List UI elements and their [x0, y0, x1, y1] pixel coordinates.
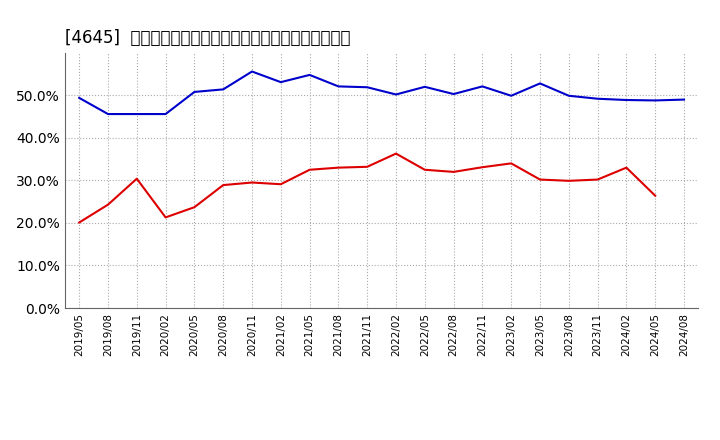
現頲金: [161, 215, 170, 220]
Line: 有利子負債: 有利子負債: [79, 72, 684, 114]
有利子負債: [593, 96, 602, 101]
現頲金: [219, 183, 228, 188]
有利子負債: [478, 84, 487, 89]
有利子負債: [680, 97, 688, 102]
現頲金: [564, 178, 573, 183]
有利子負債: [190, 89, 199, 95]
Line: 現頲金: 現頲金: [79, 154, 655, 223]
有利子負債: [219, 87, 228, 92]
有利子負債: [392, 92, 400, 97]
現頲金: [478, 165, 487, 170]
有利子負債: [75, 95, 84, 100]
現頲金: [190, 205, 199, 210]
現頲金: [392, 151, 400, 156]
有利子負債: [334, 84, 343, 89]
現頲金: [334, 165, 343, 170]
現頲金: [132, 176, 141, 181]
現頲金: [420, 167, 429, 172]
有利子負債: [248, 69, 256, 74]
現頲金: [593, 177, 602, 182]
現頲金: [651, 193, 660, 198]
現頲金: [363, 164, 372, 169]
現頲金: [248, 180, 256, 185]
現頲金: [507, 161, 516, 166]
有利子負債: [507, 93, 516, 99]
現頲金: [622, 165, 631, 170]
有利子負債: [276, 80, 285, 85]
有利子負債: [449, 92, 458, 97]
有利子負債: [651, 98, 660, 103]
有利子負債: [536, 81, 544, 86]
有利子負債: [420, 84, 429, 89]
Text: [4645]  現頲金、有利子負債の総資産に対する比率の推移: [4645] 現頲金、有利子負債の総資産に対する比率の推移: [65, 29, 351, 47]
現頲金: [276, 182, 285, 187]
有利子負債: [104, 111, 112, 117]
現頲金: [104, 202, 112, 207]
現頲金: [449, 169, 458, 175]
現頲金: [305, 167, 314, 172]
有利子負債: [305, 72, 314, 77]
有利子負債: [564, 93, 573, 99]
有利子負債: [363, 84, 372, 90]
有利子負債: [622, 97, 631, 103]
現頲金: [75, 220, 84, 225]
現頲金: [536, 177, 544, 182]
有利子負債: [132, 111, 141, 117]
有利子負債: [161, 111, 170, 117]
